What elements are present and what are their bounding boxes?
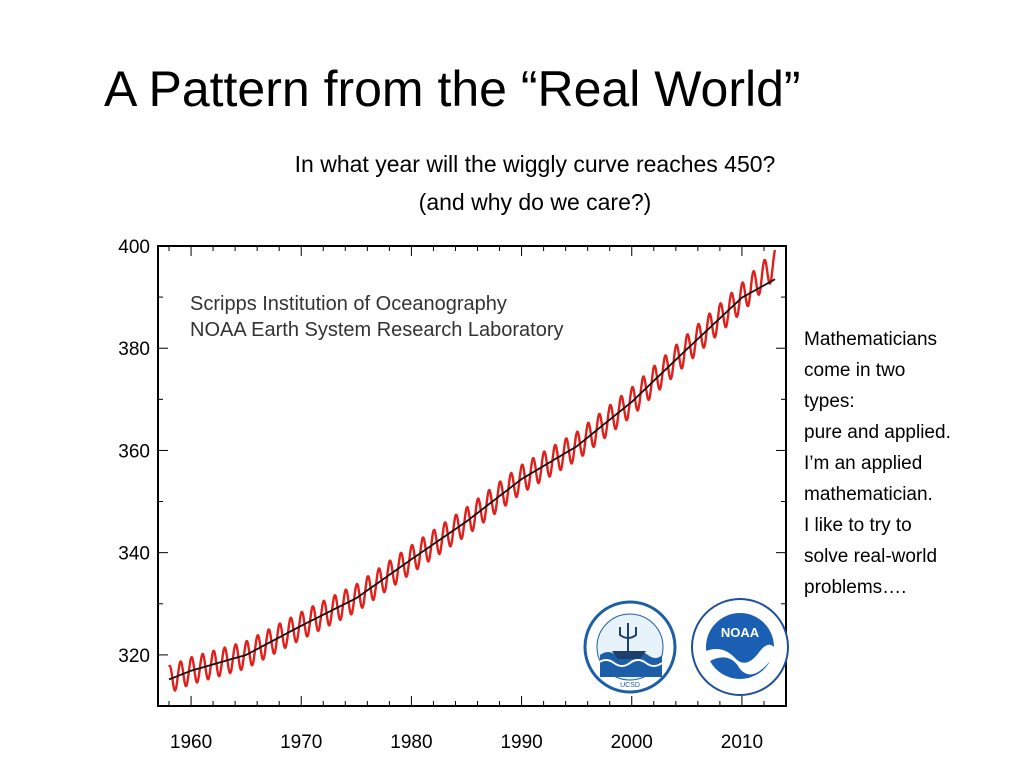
side-note-line: problems…. [804, 577, 907, 598]
series-layer [167, 249, 777, 692]
noaa-logo-text: NOAA [721, 625, 760, 640]
side-note-line: I’m an applied [804, 453, 923, 474]
x-tick-label: 1980 [390, 732, 432, 753]
ucsd-logo-text: UCSD [620, 682, 640, 689]
y-tick-label: 400 [118, 237, 150, 258]
chart-credits: Scripps Institution of Oceanography NOAA… [190, 293, 564, 341]
axis-tick-labels: 1960 1970 1980 1990 2000 2010 320 340 360 380 400 [118, 237, 763, 753]
x-tick-label: 2000 [611, 732, 653, 753]
x-tick-label: 2010 [721, 732, 763, 753]
y-tick-label: 320 [118, 646, 150, 667]
side-note-line: types: [804, 391, 855, 412]
plot-frame [157, 245, 787, 707]
side-note-line: mathematician. [804, 484, 933, 505]
x-tick-label: 1960 [170, 732, 212, 753]
side-note-line: come in two [804, 360, 906, 381]
side-note-line: pure and applied. [804, 422, 951, 443]
slide-title: A Pattern from the “Real World” [104, 61, 801, 117]
side-note-line: solve real-world [804, 546, 938, 567]
side-note-line: Mathematicians [804, 329, 938, 350]
credit-scripps: Scripps Institution of Oceanography [190, 293, 507, 315]
scripps-logo: UCSD [583, 600, 677, 694]
axis-ticks [158, 245, 787, 707]
series-trend-line [168, 278, 776, 681]
slide-subtitle-aside: (and why do we care?) [418, 189, 652, 215]
x-tick-label: 1970 [280, 732, 322, 753]
side-note-line: I like to try to [804, 515, 912, 536]
slide-subtitle-question: In what year will the wiggly curve reach… [294, 151, 776, 177]
y-tick-label: 380 [118, 339, 150, 360]
y-tick-label: 340 [118, 544, 150, 565]
noaa-logo: NOAA [691, 598, 789, 696]
co2-chart: 1960 1970 1980 1990 2000 2010320340360380400 … [118, 237, 789, 753]
x-tick-label: 1990 [500, 732, 542, 753]
series-seasonal-line [167, 249, 777, 692]
side-note: Mathematicians come in two types: pure a… [804, 324, 1014, 603]
credit-noaa: NOAA Earth System Research Laboratory [190, 319, 564, 341]
y-tick-label: 360 [118, 441, 150, 462]
